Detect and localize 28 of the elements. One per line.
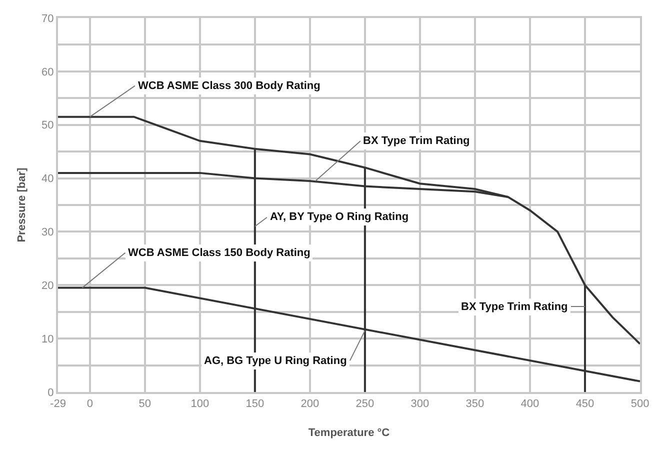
x-tick-label: 50: [138, 398, 152, 410]
y-tick-label: 0: [48, 386, 54, 399]
x-tick-label: 350: [466, 398, 484, 410]
x-tick-label: 150: [246, 398, 264, 410]
y-tick-label: 20: [42, 280, 54, 292]
annotation: WCB ASME Class 150 Body Rating: [128, 247, 310, 259]
annotation: AG, BG Type U Ring Rating: [204, 355, 347, 367]
annotation: AY, BY Type O Ring Rating: [270, 211, 409, 223]
y-tick-label: 10: [42, 333, 54, 346]
x-tick-label: 250: [356, 398, 374, 410]
x-tick-label: 450: [576, 398, 594, 410]
y-axis-title: Pressure [bar]: [16, 167, 28, 242]
y-tick-label: 40: [42, 173, 54, 186]
x-tick-label: -29: [50, 398, 66, 410]
x-tick-label: 0: [86, 398, 93, 410]
x-tick-label: 400: [520, 398, 540, 410]
y-tick-label: 60: [42, 66, 54, 78]
x-tick-label: 100: [190, 398, 210, 410]
y-tick-label: 50: [42, 120, 54, 132]
annotation: WCB ASME Class 300 Body Rating: [138, 80, 320, 92]
x-tick-label: 200: [300, 398, 320, 410]
x-tick-label: 300: [410, 398, 430, 410]
y-tick-label: 70: [42, 12, 54, 25]
x-tick-label: 500: [630, 398, 650, 410]
annotation: BX Type Trim Rating: [461, 301, 568, 313]
y-tick-label: 30: [42, 226, 54, 239]
x-axis-title: Temperature °C: [308, 427, 390, 439]
annotation: BX Type Trim Rating: [363, 135, 470, 147]
